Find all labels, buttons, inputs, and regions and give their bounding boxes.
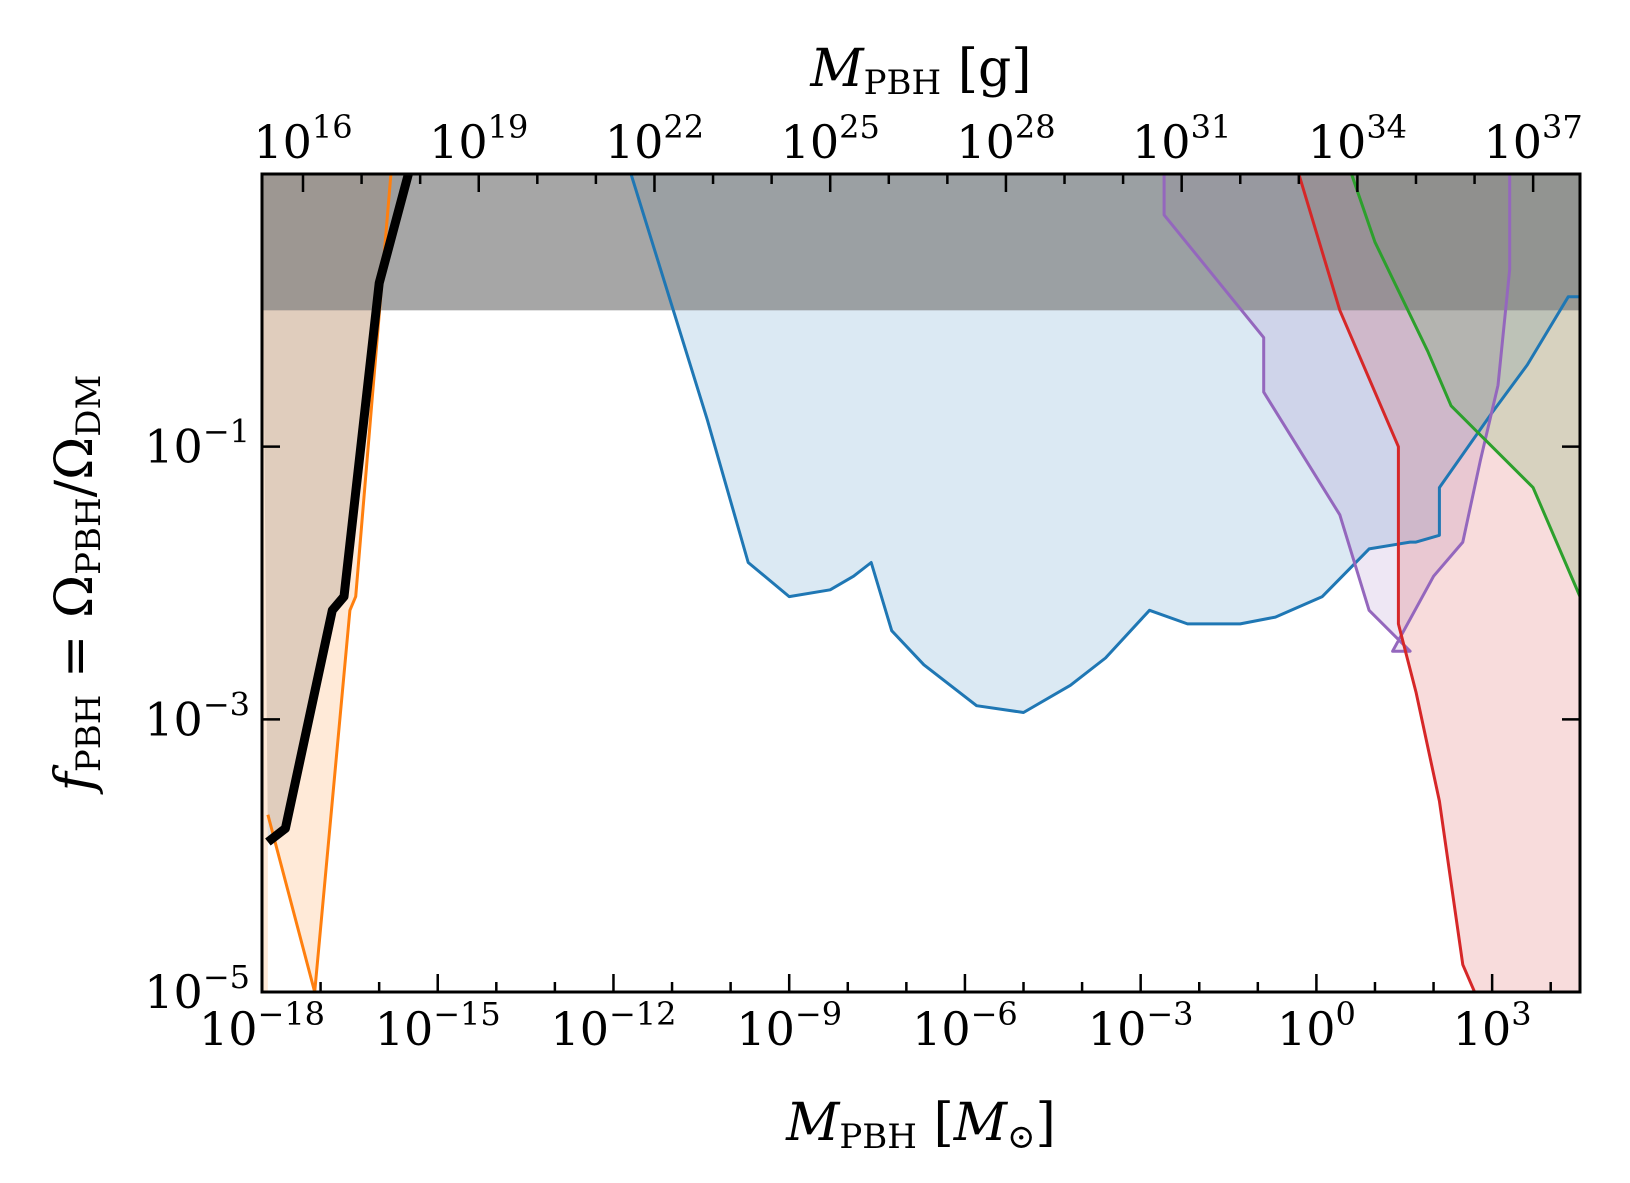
- axis-ticks: [260, 174, 1580, 994]
- constraint-line-4: [1350, 174, 1580, 598]
- x-tick-label: 10−9: [736, 995, 842, 1056]
- constraint-line-3: [1297, 174, 1476, 992]
- y-tick-label: 10−5: [144, 958, 250, 1019]
- top-tick-label: 1019: [429, 108, 528, 169]
- top-tick-label: 1022: [605, 108, 704, 169]
- top-tick-label: 1031: [1132, 108, 1231, 169]
- x-tick-label: 10−6: [912, 995, 1018, 1056]
- top-band: [262, 174, 1580, 311]
- constraint-lines: [265, 174, 1580, 992]
- x-tick-label: 10−18: [199, 995, 325, 1056]
- plot-frame: [260, 172, 1582, 994]
- tick-labels: 10−18 10−15 10−12 10−9 10−6 10−3 100 103 1016 101…: [144, 108, 1582, 1056]
- top-tick-label: 1034: [1308, 108, 1407, 169]
- x-tick-label: 100: [1277, 995, 1356, 1056]
- f-above-one-band: [262, 174, 1580, 311]
- x-tick-label: 10−12: [550, 995, 676, 1056]
- constraint-line-5: [265, 174, 413, 846]
- constraint-line-0: [266, 174, 393, 992]
- constraint-line-1: [629, 174, 1580, 714]
- x-tick-label: 10−3: [1088, 995, 1194, 1056]
- top-axis-title: MPBH [g]: [809, 39, 1031, 103]
- x-tick-label: 10−15: [375, 995, 501, 1056]
- x-tick-label: 103: [1453, 995, 1532, 1056]
- x-axis-title: MPBH [M⊙]: [785, 1093, 1056, 1157]
- y-tick-label: 10−1: [144, 413, 250, 474]
- y-tick-label: 10−3: [144, 685, 250, 746]
- top-tick-label: 1025: [781, 108, 880, 169]
- constraint-line-2: [1162, 174, 1512, 653]
- y-axis-title: fPBH = ΩPBH/ΩDM: [45, 375, 109, 796]
- top-tick-label: 1028: [956, 108, 1055, 169]
- top-tick-label: 1037: [1484, 108, 1583, 169]
- top-tick-label: 1016: [253, 108, 352, 169]
